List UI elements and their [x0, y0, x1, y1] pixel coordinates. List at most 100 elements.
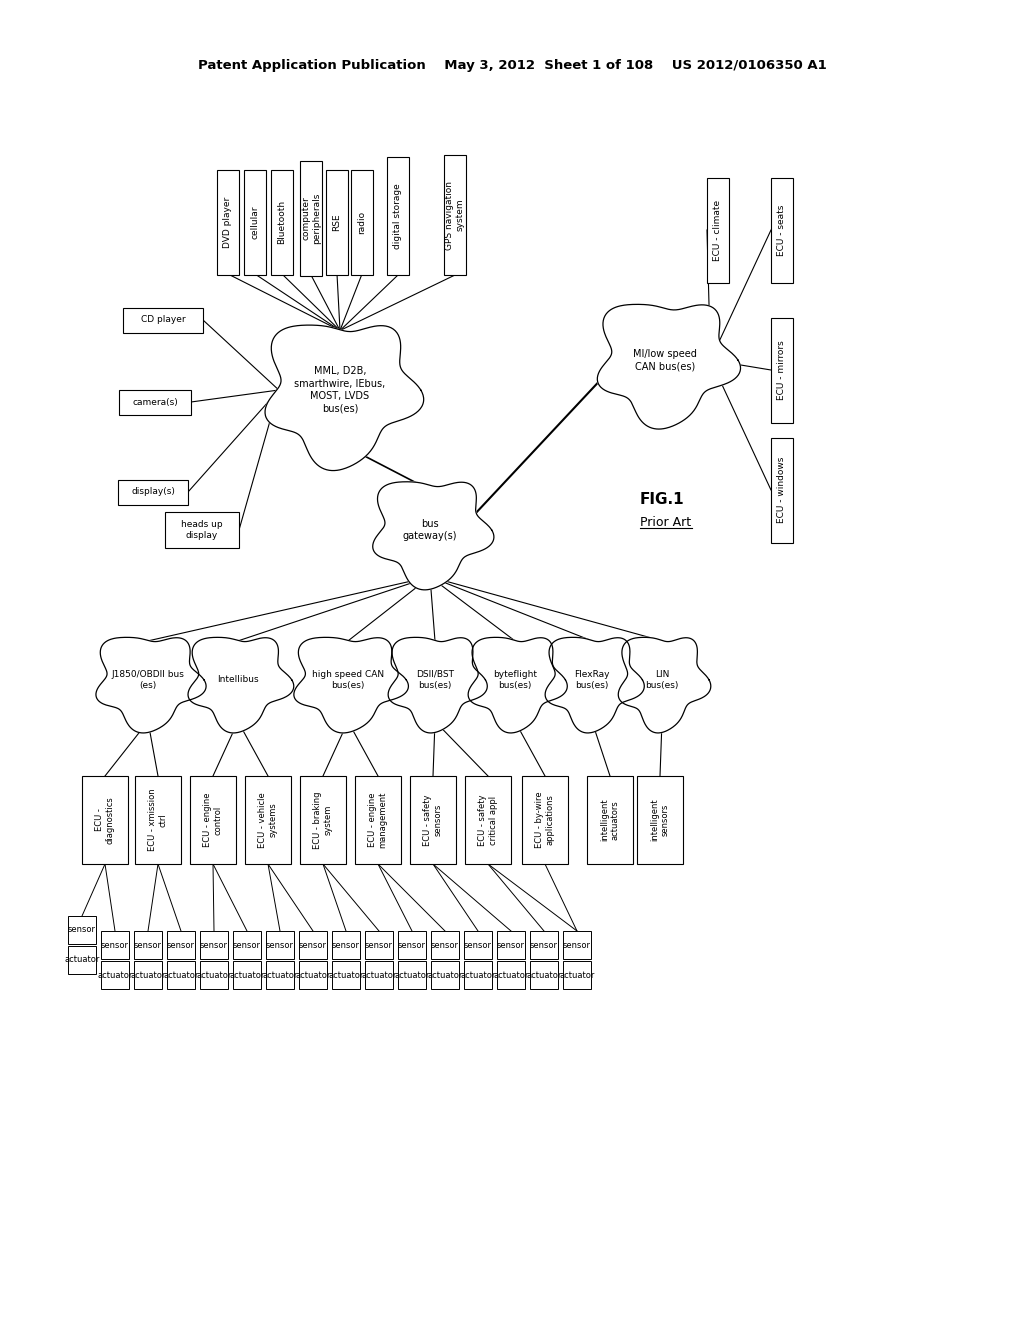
FancyBboxPatch shape [123, 308, 203, 333]
Text: digital storage: digital storage [393, 183, 402, 249]
Text: DSII/BST
bus(es): DSII/BST bus(es) [416, 671, 454, 690]
FancyBboxPatch shape [351, 169, 373, 275]
Text: ECU - vehicle
systems: ECU - vehicle systems [258, 792, 278, 847]
FancyBboxPatch shape [134, 931, 162, 960]
FancyBboxPatch shape [410, 776, 456, 865]
FancyBboxPatch shape [398, 931, 426, 960]
Polygon shape [96, 638, 206, 733]
FancyBboxPatch shape [190, 776, 236, 865]
Polygon shape [545, 638, 644, 733]
Text: LIN
bus(es): LIN bus(es) [645, 671, 679, 690]
FancyBboxPatch shape [119, 389, 191, 414]
Text: sensor: sensor [365, 940, 393, 949]
FancyBboxPatch shape [299, 961, 327, 989]
FancyBboxPatch shape [135, 776, 181, 865]
Text: radio: radio [357, 210, 367, 234]
Text: GPS navigation
system: GPS navigation system [445, 181, 465, 249]
FancyBboxPatch shape [266, 961, 294, 989]
Text: ECU - windows: ECU - windows [777, 457, 786, 523]
FancyBboxPatch shape [244, 169, 266, 275]
Text: actuator: actuator [197, 970, 231, 979]
FancyBboxPatch shape [465, 776, 511, 865]
FancyBboxPatch shape [771, 437, 793, 543]
Text: actuator: actuator [394, 970, 430, 979]
FancyBboxPatch shape [563, 961, 591, 989]
FancyBboxPatch shape [200, 961, 228, 989]
Text: sensor: sensor [530, 940, 558, 949]
FancyBboxPatch shape [167, 961, 195, 989]
FancyBboxPatch shape [233, 931, 261, 960]
Text: intelligent
actuators: intelligent actuators [600, 799, 620, 841]
Text: actuator: actuator [163, 970, 199, 979]
Text: actuator: actuator [262, 970, 298, 979]
FancyBboxPatch shape [365, 961, 393, 989]
FancyBboxPatch shape [563, 931, 591, 960]
Text: sensor: sensor [431, 940, 459, 949]
Text: MML, D2B,
smarthwire, IEbus,
MOST, LVDS
bus(es): MML, D2B, smarthwire, IEbus, MOST, LVDS … [294, 367, 386, 413]
Text: J1850/OBDII bus
(es): J1850/OBDII bus (es) [112, 671, 184, 690]
Text: ECU - safety
sensors: ECU - safety sensors [423, 795, 442, 846]
FancyBboxPatch shape [101, 961, 129, 989]
FancyBboxPatch shape [332, 961, 360, 989]
Text: actuator: actuator [329, 970, 364, 979]
Polygon shape [265, 325, 424, 471]
FancyBboxPatch shape [68, 916, 96, 944]
Text: sensor: sensor [233, 940, 261, 949]
Text: actuator: actuator [229, 970, 264, 979]
FancyBboxPatch shape [233, 961, 261, 989]
Text: ECU - safety
critical appl: ECU - safety critical appl [478, 795, 498, 846]
Text: sensor: sensor [332, 940, 360, 949]
Text: cellular: cellular [251, 205, 259, 239]
Text: ECU - braking
system: ECU - braking system [313, 791, 333, 849]
Text: sensor: sensor [101, 940, 129, 949]
Text: display(s): display(s) [131, 487, 175, 496]
FancyBboxPatch shape [245, 776, 291, 865]
Text: sensor: sensor [497, 940, 525, 949]
Text: actuator: actuator [461, 970, 496, 979]
Text: Bluetooth: Bluetooth [278, 199, 287, 244]
FancyBboxPatch shape [300, 776, 346, 865]
FancyBboxPatch shape [355, 776, 401, 865]
Text: actuator: actuator [526, 970, 562, 979]
FancyBboxPatch shape [497, 931, 525, 960]
FancyBboxPatch shape [134, 961, 162, 989]
Text: actuator: actuator [130, 970, 166, 979]
FancyBboxPatch shape [299, 931, 327, 960]
Text: ECU - engine
control: ECU - engine control [204, 793, 222, 847]
Text: intelligent
sensors: intelligent sensors [650, 799, 670, 841]
FancyBboxPatch shape [217, 169, 239, 275]
Polygon shape [618, 638, 711, 733]
Text: ECU - climate: ECU - climate [714, 199, 723, 260]
Text: ECU - mirrors: ECU - mirrors [777, 341, 786, 400]
Text: Patent Application Publication    May 3, 2012  Sheet 1 of 108    US 2012/0106350: Patent Application Publication May 3, 20… [198, 58, 826, 71]
Text: actuator: actuator [97, 970, 133, 979]
FancyBboxPatch shape [464, 961, 492, 989]
FancyBboxPatch shape [118, 479, 188, 504]
FancyBboxPatch shape [387, 157, 409, 275]
Text: sensor: sensor [134, 940, 162, 949]
Text: FlexRay
bus(es): FlexRay bus(es) [574, 671, 609, 690]
FancyBboxPatch shape [587, 776, 633, 865]
Text: sensor: sensor [68, 925, 96, 935]
Text: bus
gateway(s): bus gateway(s) [402, 519, 458, 541]
FancyBboxPatch shape [266, 931, 294, 960]
Text: Prior Art: Prior Art [640, 516, 691, 528]
FancyBboxPatch shape [522, 776, 568, 865]
FancyBboxPatch shape [771, 177, 793, 282]
Polygon shape [388, 638, 487, 733]
Text: CD player: CD player [140, 315, 185, 325]
FancyBboxPatch shape [82, 776, 128, 865]
FancyBboxPatch shape [707, 177, 729, 282]
Text: FIG.1: FIG.1 [640, 492, 685, 507]
Polygon shape [373, 482, 494, 590]
FancyBboxPatch shape [398, 961, 426, 989]
Text: heads up
display: heads up display [181, 520, 223, 540]
FancyBboxPatch shape [300, 161, 322, 276]
Text: ECU - xmission
ctrl: ECU - xmission ctrl [148, 788, 168, 851]
Polygon shape [294, 638, 409, 733]
FancyBboxPatch shape [530, 961, 558, 989]
FancyBboxPatch shape [165, 512, 239, 548]
FancyBboxPatch shape [771, 318, 793, 422]
Text: sensor: sensor [200, 940, 228, 949]
Text: actuator: actuator [494, 970, 528, 979]
